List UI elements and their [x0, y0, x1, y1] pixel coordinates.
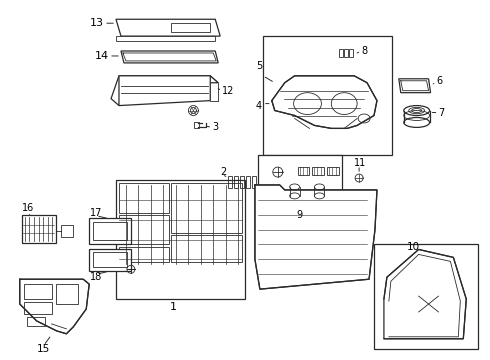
- Text: 3: 3: [212, 122, 219, 132]
- Bar: [240, 176, 244, 188]
- Bar: [258, 155, 342, 210]
- Text: 16: 16: [22, 203, 34, 213]
- Polygon shape: [272, 76, 377, 129]
- Bar: [22, 215, 56, 243]
- Text: 9: 9: [296, 210, 303, 220]
- Bar: [349, 49, 353, 57]
- Text: 7: 7: [439, 108, 445, 117]
- Bar: [313, 167, 324, 175]
- Bar: [24, 284, 51, 299]
- Text: 17: 17: [90, 208, 102, 218]
- Bar: [171, 23, 210, 32]
- Bar: [171, 235, 242, 262]
- Bar: [56, 284, 78, 304]
- Polygon shape: [121, 51, 218, 63]
- Bar: [93, 252, 127, 267]
- Text: 18: 18: [90, 272, 102, 282]
- Text: 11: 11: [354, 158, 367, 168]
- Polygon shape: [116, 19, 220, 36]
- Bar: [119, 183, 169, 213]
- Bar: [119, 215, 169, 244]
- Text: 2: 2: [220, 167, 226, 177]
- Bar: [89, 249, 131, 271]
- Bar: [339, 49, 343, 57]
- Bar: [61, 225, 74, 237]
- Bar: [195, 122, 199, 129]
- Polygon shape: [111, 76, 127, 105]
- Bar: [24, 302, 51, 314]
- Bar: [93, 222, 127, 239]
- Polygon shape: [116, 36, 215, 41]
- Polygon shape: [119, 76, 210, 105]
- Bar: [344, 49, 348, 57]
- Bar: [26, 317, 45, 326]
- Bar: [171, 183, 242, 233]
- Text: 14: 14: [95, 51, 109, 61]
- Text: 6: 6: [437, 76, 442, 86]
- Bar: [234, 176, 238, 188]
- Bar: [119, 247, 169, 262]
- Polygon shape: [255, 185, 377, 289]
- Bar: [228, 176, 232, 188]
- Text: 10: 10: [407, 243, 420, 252]
- Bar: [116, 180, 245, 299]
- Polygon shape: [20, 279, 89, 334]
- Bar: [374, 244, 478, 349]
- Text: 1: 1: [170, 302, 177, 312]
- Polygon shape: [384, 249, 466, 339]
- Bar: [297, 167, 310, 175]
- Text: 15: 15: [37, 344, 50, 354]
- Text: 13: 13: [90, 18, 104, 28]
- Polygon shape: [399, 79, 431, 93]
- Text: 12: 12: [222, 86, 235, 96]
- Bar: [252, 176, 256, 188]
- Polygon shape: [119, 76, 218, 83]
- Bar: [327, 167, 339, 175]
- Bar: [263, 36, 392, 155]
- Bar: [89, 218, 131, 243]
- Text: 8: 8: [361, 46, 367, 56]
- Bar: [246, 176, 250, 188]
- Text: 5: 5: [256, 61, 262, 71]
- Text: 4: 4: [256, 100, 262, 111]
